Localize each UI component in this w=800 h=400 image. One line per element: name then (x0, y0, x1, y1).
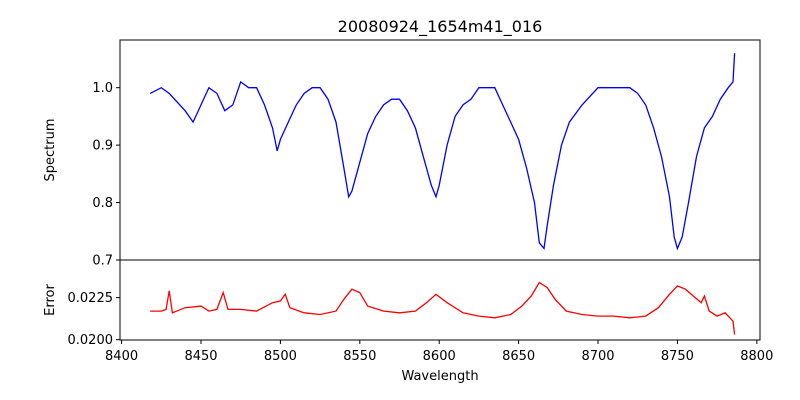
y-axis-label-error: Error (43, 284, 58, 316)
x-tick-label: 8550 (343, 349, 376, 364)
error-line (150, 281, 736, 335)
y-tick-label: 0.0225 (68, 291, 114, 306)
y-axis-label-spectrum: Spectrum (43, 119, 58, 182)
x-tick-label: 8500 (264, 349, 297, 364)
chart-title: 20080924_1654m41_016 (338, 17, 543, 37)
y-tick-label: 1.0 (92, 81, 113, 96)
y-tick-label: 0.9 (92, 139, 113, 154)
y-tick-label: 0.8 (92, 196, 113, 211)
x-tick-label: 8800 (740, 349, 773, 364)
x-tick-label: 8400 (105, 349, 138, 364)
x-axis-label: Wavelength (401, 369, 478, 384)
top-axes-frame (119, 39, 761, 261)
x-tick-label: 8450 (184, 349, 217, 364)
x-tick-label: 8650 (502, 349, 535, 364)
y-tick-label: 0.7 (92, 254, 113, 269)
x-tick-label: 8600 (423, 349, 456, 364)
y-tick-label: 0.0200 (68, 333, 114, 348)
x-tick-label: 8700 (581, 349, 614, 364)
x-tick-label: 8750 (661, 349, 694, 364)
spectrum-line (149, 53, 736, 251)
bottom-axes-frame (119, 259, 761, 341)
